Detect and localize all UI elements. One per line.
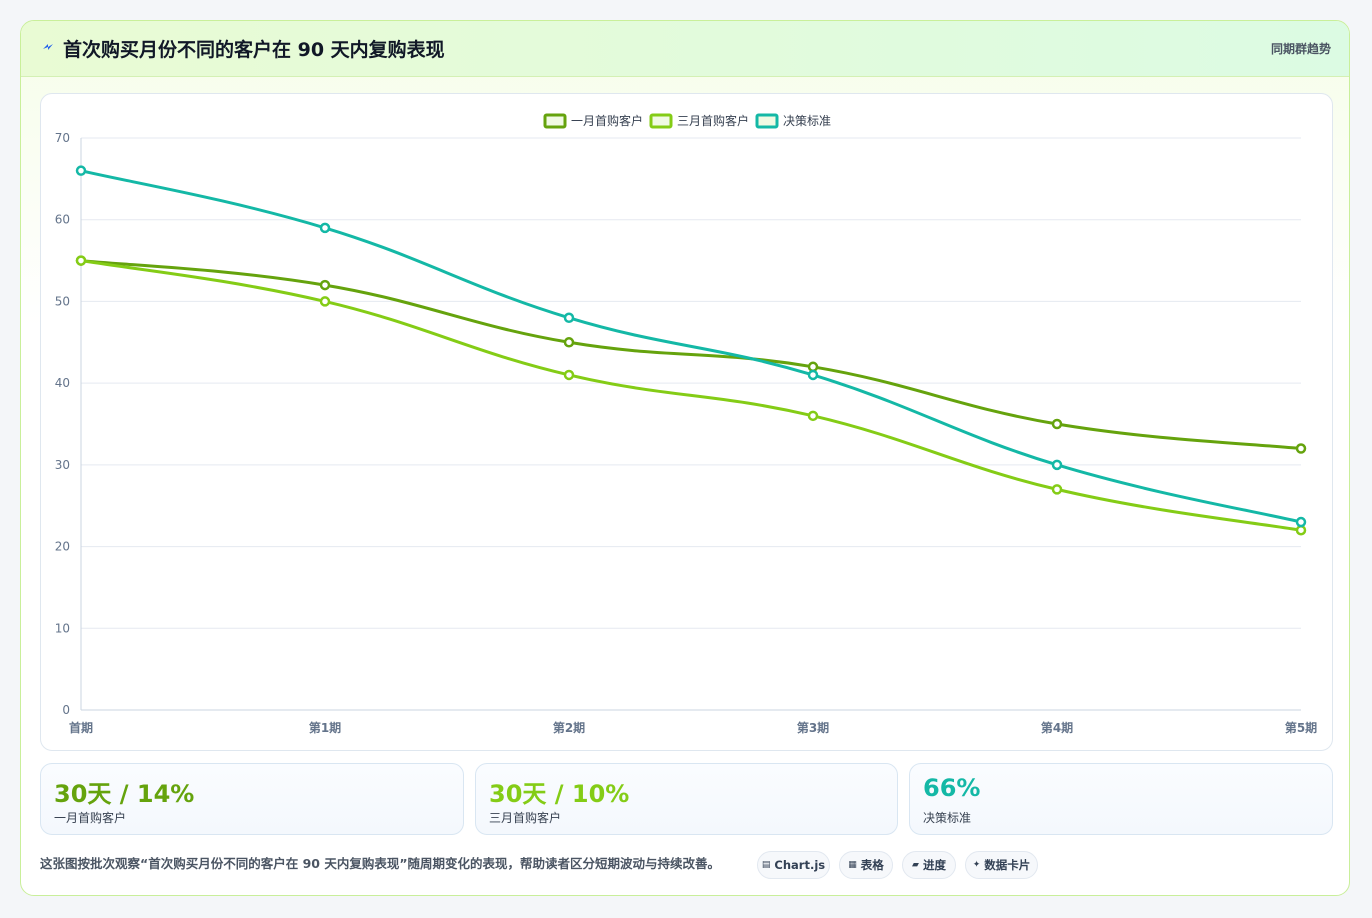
x-tick-label: 第1期 (309, 720, 341, 735)
progress-pill[interactable]: ▰ 进度 (902, 851, 956, 879)
stat-value: 66% (923, 774, 981, 802)
data-point (563, 312, 575, 324)
data-point (1295, 443, 1307, 454)
x-tick-label: 第4期 (1041, 720, 1073, 735)
pill-label: 表格 (860, 858, 884, 872)
y-tick-label: 20 (55, 540, 70, 554)
series-2 (75, 255, 1307, 536)
legend-swatch (543, 113, 567, 129)
series-line (79, 259, 1303, 532)
series-3 (75, 165, 1307, 528)
card-header: 首次购买月份不同的客户在 90 天内复购表现 同期群趋势 (21, 21, 1349, 77)
stat-label: 决策标准 (923, 811, 972, 825)
legend-label: 决策标准 (783, 114, 831, 128)
legend-swatch (649, 113, 673, 129)
data-card-pill[interactable]: ✦ 数据卡片 (965, 851, 1038, 879)
legend-item: 一月首购客户 (543, 113, 643, 129)
line-chart: 0 10 20 30 40 50 60 70 首期 第1期 第2期 第3期 第4期 第5期 一月首购客户 三月… (55, 113, 1317, 735)
data-point (563, 369, 575, 381)
chart-description: 这张图按批次观察“首次购买月份不同的客户在 90 天内复购表现”随周期变化的表现… (40, 856, 721, 871)
legend-item: 三月首购客户 (649, 113, 749, 129)
chart-container: 0 10 20 30 40 50 60 70 首期 第1期 第2期 第3期 第4期 第5期 一月首购客户 三月… (40, 93, 1333, 751)
data-point (1051, 484, 1063, 495)
pill-label: Chart.js (774, 858, 826, 872)
data-point (319, 279, 331, 291)
pill-label: 数据卡片 (984, 858, 1031, 872)
data-point (1051, 459, 1063, 471)
lightning-icon (43, 44, 53, 50)
stat-card-standard: 66% 决策标准 (909, 763, 1333, 835)
data-point (319, 222, 331, 234)
series-line (79, 169, 1303, 524)
pill-label: 进度 (922, 858, 946, 872)
series-1 (75, 255, 1307, 454)
y-tick-label: 50 (55, 294, 70, 308)
stat-card-march: 30天 / 10% 三月首购客户 (475, 763, 898, 835)
y-tick-label: 60 (55, 213, 70, 227)
data-point (807, 369, 819, 381)
series-line (79, 259, 1303, 451)
x-tick-label: 第5期 (1285, 720, 1317, 735)
sparkle-icon: ✦ (972, 860, 981, 870)
data-point (75, 255, 87, 266)
x-tick-label: 首期 (69, 720, 93, 735)
x-tick-label: 第2期 (553, 720, 585, 735)
data-point (1295, 524, 1307, 536)
x-tick-label: 第3期 (797, 720, 829, 735)
stat-label: 一月首购客户 (54, 811, 127, 825)
stat-value: 30天 / 10% (489, 780, 630, 808)
legend-label: 一月首购客户 (571, 113, 643, 128)
data-point (1051, 418, 1063, 430)
y-tick-label: 70 (55, 131, 70, 145)
data-point (807, 410, 819, 422)
table-pill[interactable]: ▦ 表格 (839, 851, 893, 879)
legend-swatch (755, 113, 779, 129)
data-point (75, 165, 87, 176)
legend-item: 决策标准 (755, 113, 831, 129)
stat-label: 三月首购客户 (489, 811, 562, 825)
data-point (807, 361, 819, 373)
chart-icon: ▤ (761, 860, 771, 870)
table-icon: ▦ (848, 860, 857, 870)
data-point (319, 296, 331, 307)
y-tick-label: 40 (55, 376, 70, 390)
trend-badge: 同期群趋势 (1270, 42, 1331, 56)
y-tick-label: 30 (55, 458, 70, 472)
progress-icon: ▰ (912, 860, 919, 870)
stat-cards: 30天 / 14% 一月首购客户 30天 / 10% 三月首购客户 66% 决策… (40, 763, 1333, 835)
data-point (1295, 516, 1307, 528)
stat-value: 30天 / 14% (54, 780, 195, 808)
chartjs-pill[interactable]: ▤ Chart.js (757, 851, 830, 879)
y-tick-label: 10 (55, 621, 70, 635)
y-tick-label: 0 (62, 703, 70, 717)
data-point (563, 337, 575, 348)
legend-label: 三月首购客户 (677, 113, 749, 128)
page-title: 首次购买月份不同的客户在 90 天内复购表现 (63, 39, 445, 61)
stat-card-january: 30天 / 14% 一月首购客户 (40, 763, 464, 835)
chart-card: 首次购买月份不同的客户在 90 天内复购表现 同期群趋势 0 10 20 30 40 50… (20, 20, 1350, 896)
